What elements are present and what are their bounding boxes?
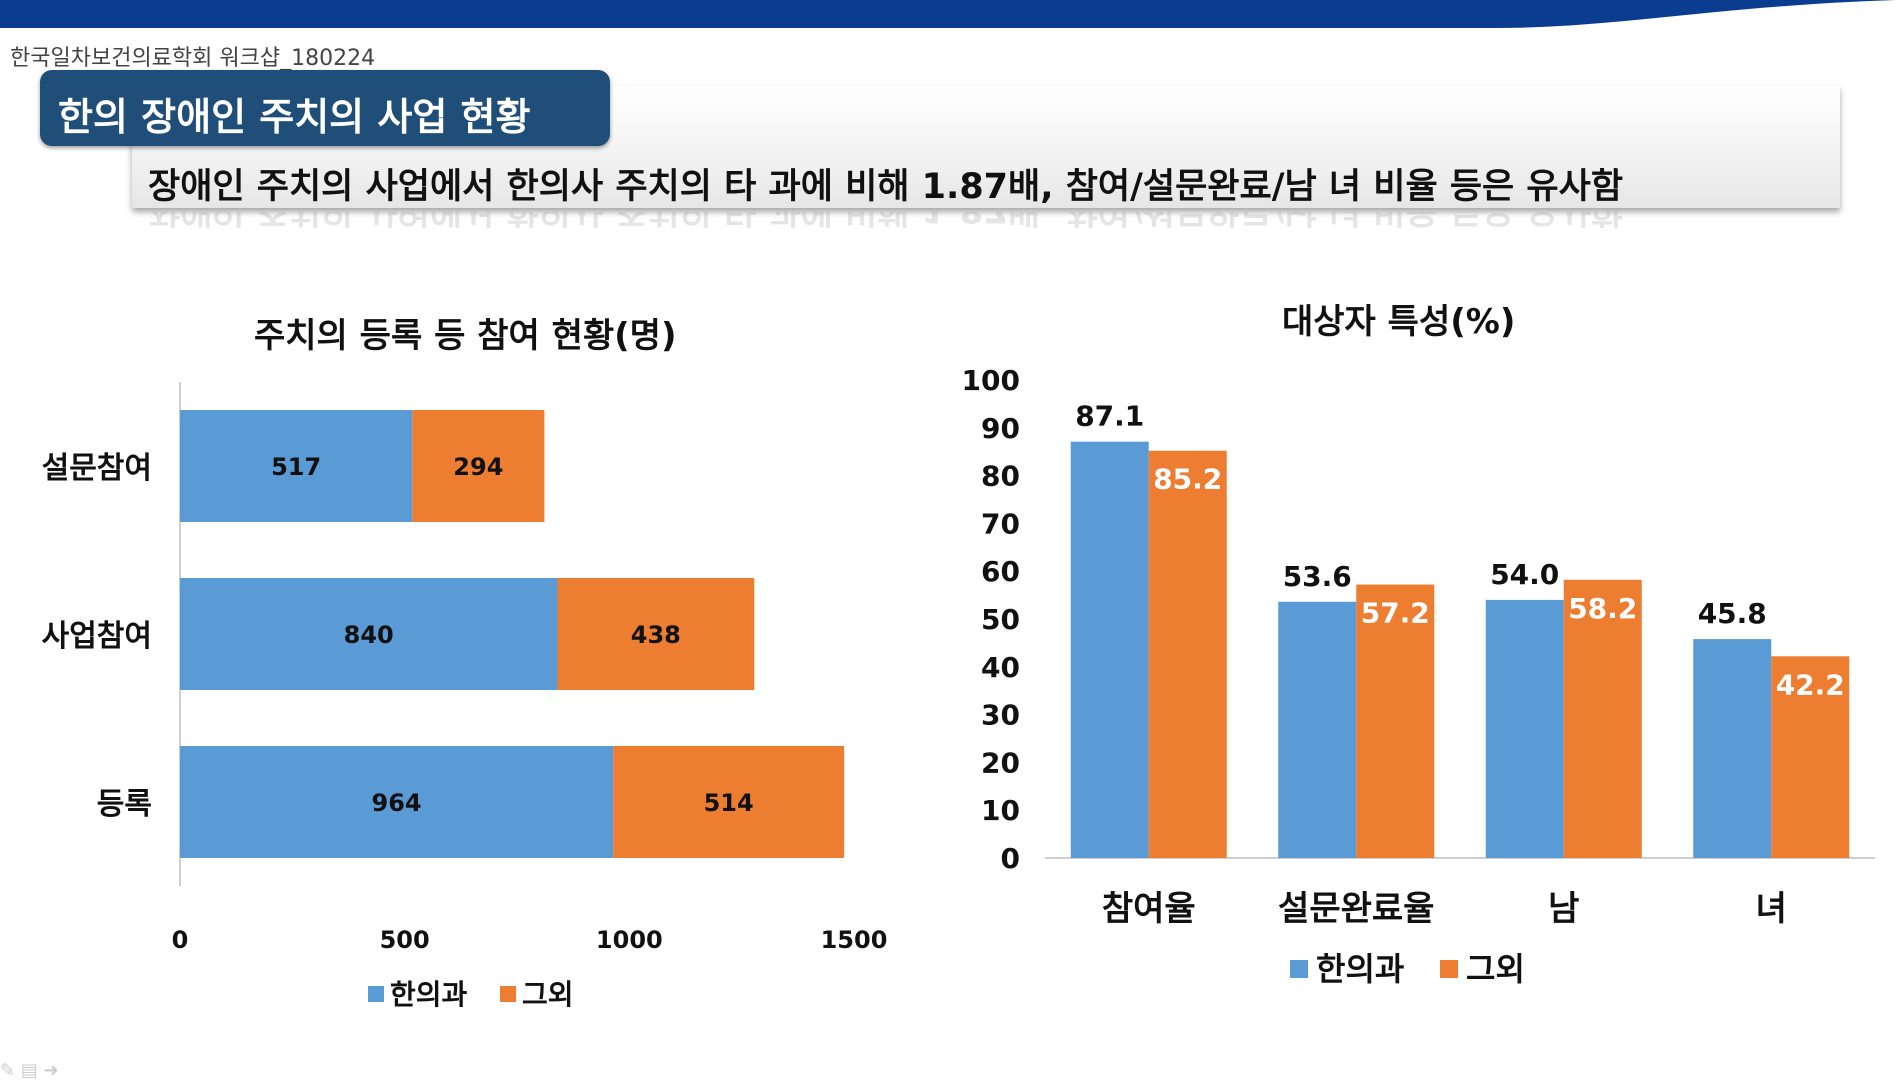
data-label: 58.2: [1568, 592, 1637, 625]
slide-nav-icons[interactable]: ✎ ▤ ➜: [0, 1060, 59, 1081]
category-label: 설문완료율: [1278, 889, 1434, 929]
banner-swoosh: [1496, 0, 1896, 28]
participation-chart: 설문참여 517 294 사업참여 840 438 등록 964 514 0 500 1000 1500…: [42, 382, 888, 1010]
data-label: 45.8: [1698, 597, 1767, 630]
x-tick-label: 1500: [821, 926, 888, 954]
data-label: 514: [704, 789, 754, 817]
legend-label: 그외: [1466, 950, 1525, 988]
y-tick-label: 90: [981, 412, 1020, 445]
y-tick-label: 60: [981, 555, 1020, 588]
y-tick-label: 10: [981, 794, 1020, 827]
bar-segment: [180, 746, 614, 858]
data-label: 294: [453, 453, 503, 481]
data-label: 438: [631, 621, 681, 649]
y-tick-label: 100: [962, 364, 1020, 397]
x-tick-label: 1000: [596, 926, 663, 954]
characteristics-chart: 0 10 20 30 40 50 60 70 80 90 100 87.1 85.2 참여율 53.6 57.…: [962, 364, 1875, 988]
category-label: 참여율: [1102, 889, 1196, 929]
y-tick-label: 30: [981, 699, 1020, 732]
data-label: 57.2: [1361, 597, 1430, 630]
category-label: 설문참여: [42, 451, 152, 486]
bar-segment: [613, 746, 845, 858]
category-label: 등록: [97, 787, 152, 822]
y-tick-label: 0: [1001, 842, 1020, 875]
y-tick-label: 70: [981, 507, 1020, 540]
slide-title-box: [40, 70, 610, 146]
data-label: 53.6: [1283, 560, 1352, 593]
subtitle-reflection: 장애인 주치의 사업에서 한의사 주치의 타 과에 비해 1.87배, 참여/설…: [148, 212, 1623, 238]
bar: [1693, 639, 1772, 858]
bar: [1356, 584, 1435, 858]
legend-label: 그외: [522, 978, 574, 1010]
data-label: 85.2: [1153, 463, 1222, 496]
x-tick-label: 500: [380, 926, 430, 954]
category-label: 남: [1548, 889, 1579, 929]
y-tick-label: 80: [981, 460, 1020, 493]
legend-swatch: [1290, 960, 1308, 978]
legend-swatch: [500, 986, 516, 1002]
category-label: 사업참여: [42, 619, 152, 654]
bar: [1563, 579, 1642, 858]
category-label: 녀: [1756, 889, 1787, 929]
data-label: 517: [271, 453, 321, 481]
slide-subtitle: 장애인 주치의 사업에서 한의사 주치의 타 과에 비해 1.87배, 참여/설…: [148, 167, 1624, 207]
bar-segment: [180, 578, 558, 690]
legend-label: 한의과: [390, 978, 468, 1010]
left-chart-title: 주치의 등록 등 참여 현황(명): [254, 316, 677, 356]
data-label: 87.1: [1075, 400, 1144, 433]
bar-segment: [557, 578, 755, 690]
data-label: 42.2: [1776, 668, 1845, 701]
legend-swatch: [1440, 960, 1458, 978]
data-label: 840: [344, 621, 394, 649]
bar: [1771, 656, 1850, 858]
legend-swatch: [368, 986, 384, 1002]
bar-segment: [412, 410, 545, 522]
workshop-label: 한국일차보건의료학회 워크샵_180224: [10, 46, 376, 71]
legend-label: 한의과: [1316, 950, 1404, 988]
right-chart-title: 대상자 특성(%): [1282, 302, 1516, 342]
slide-title: 한의 장애인 주치의 사업 현황: [58, 95, 531, 139]
x-tick-label: 0: [172, 926, 189, 954]
bar: [1278, 601, 1357, 858]
data-label: 964: [372, 789, 422, 817]
y-tick-label: 50: [981, 603, 1020, 636]
top-banner: [0, 0, 1896, 28]
y-tick-label: 40: [981, 651, 1020, 684]
bar: [1485, 599, 1564, 858]
bar: [1070, 441, 1149, 858]
y-tick-label: 20: [981, 746, 1020, 779]
data-label: 54.0: [1490, 558, 1559, 591]
bar: [1148, 450, 1227, 858]
bar-segment: [180, 410, 413, 522]
